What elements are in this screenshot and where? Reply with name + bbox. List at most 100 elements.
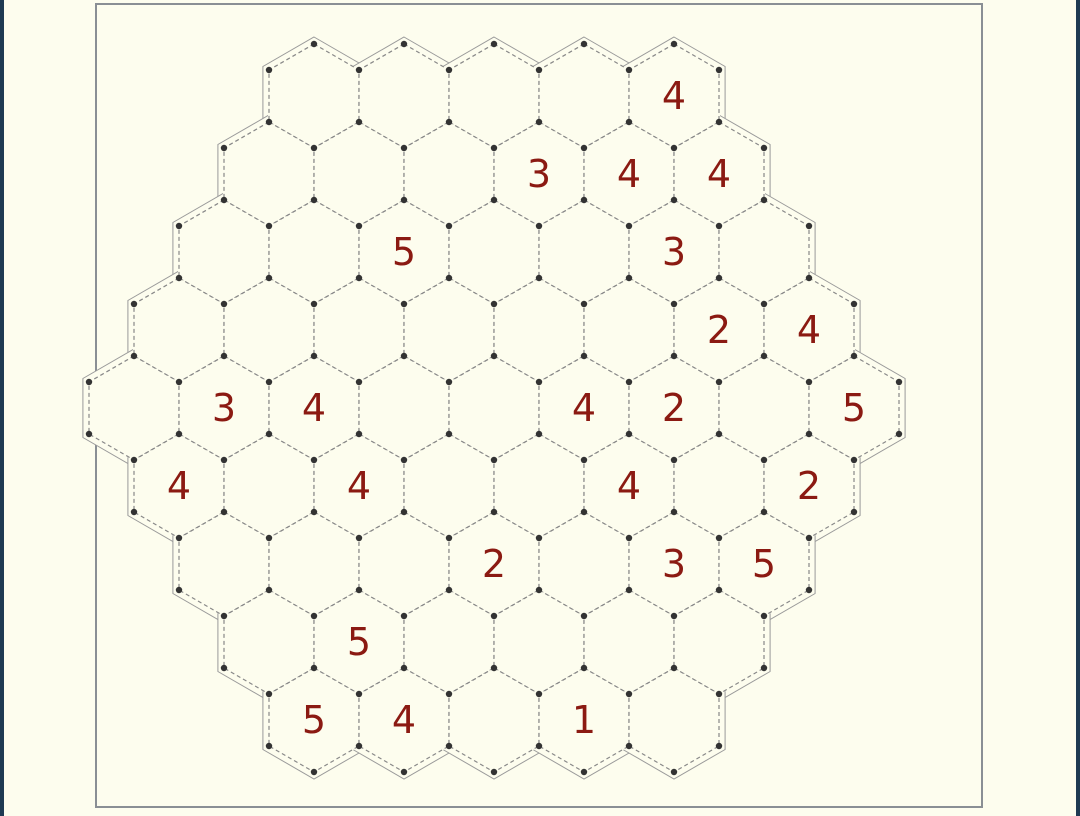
vertex-dot	[175, 430, 183, 438]
vertex-dot	[490, 508, 498, 516]
vertex-dot	[805, 586, 813, 594]
vertex-dot	[760, 612, 768, 620]
clue-number: 3	[212, 386, 236, 430]
vertex-dot	[220, 352, 228, 360]
vertex-dot	[355, 222, 363, 230]
clue-number: 4	[392, 698, 416, 742]
vertex-dot	[670, 612, 678, 620]
vertex-dot	[805, 274, 813, 282]
vertex-dot	[490, 456, 498, 464]
clue-number: 3	[527, 152, 551, 196]
vertex-dot	[220, 300, 228, 308]
vertex-dot	[130, 456, 138, 464]
vertex-dot	[175, 274, 183, 282]
vertex-dot	[175, 222, 183, 230]
vertex-dot	[715, 586, 723, 594]
vertex-dot	[535, 534, 543, 542]
vertex-dot	[355, 690, 363, 698]
vertex-dot	[535, 378, 543, 386]
vertex-dot	[265, 534, 273, 542]
vertex-dot	[715, 690, 723, 698]
vertex-dot	[265, 430, 273, 438]
vertex-dot	[490, 144, 498, 152]
vertex-dot	[220, 196, 228, 204]
vertex-dot	[760, 664, 768, 672]
vertex-dot	[895, 378, 903, 386]
vertex-dot	[580, 352, 588, 360]
vertex-dot	[220, 144, 228, 152]
vertex-dot	[355, 274, 363, 282]
vertex-dot	[130, 300, 138, 308]
vertex-dot	[850, 352, 858, 360]
vertex-dot	[175, 534, 183, 542]
vertex-dot	[175, 586, 183, 594]
vertex-dot	[355, 586, 363, 594]
vertex-dot	[760, 144, 768, 152]
clue-number: 3	[662, 542, 686, 586]
vertex-dot	[310, 508, 318, 516]
clue-number: 4	[617, 464, 641, 508]
clue-number: 2	[707, 308, 731, 352]
vertex-dot	[670, 144, 678, 152]
vertex-dot	[805, 222, 813, 230]
vertex-dot	[625, 378, 633, 386]
vertex-dot	[400, 508, 408, 516]
vertex-dot	[535, 118, 543, 126]
vertex-dot	[625, 222, 633, 230]
vertex-dot	[490, 300, 498, 308]
clue-number: 3	[662, 230, 686, 274]
vertex-dot	[490, 768, 498, 776]
clue-number: 5	[842, 386, 866, 430]
vertex-dot	[670, 456, 678, 464]
vertex-dot	[715, 118, 723, 126]
vertex-dots	[85, 40, 903, 776]
vertex-dot	[535, 274, 543, 282]
clue-number: 4	[302, 386, 326, 430]
vertex-dot	[355, 430, 363, 438]
vertex-dot	[625, 742, 633, 750]
vertex-dot	[535, 66, 543, 74]
vertex-dot	[400, 300, 408, 308]
vertex-dot	[400, 196, 408, 204]
clue-number: 5	[752, 542, 776, 586]
vertex-dot	[535, 222, 543, 230]
clue-number: 2	[662, 386, 686, 430]
vertex-dot	[400, 40, 408, 48]
vertex-dot	[760, 352, 768, 360]
clue-numbers: 43 4 45 32 43 4 4 2 54 4 4 22 3 555 4 1	[167, 74, 866, 742]
vertex-dot	[580, 196, 588, 204]
vertex-dot	[355, 534, 363, 542]
vertex-dot	[445, 66, 453, 74]
vertex-dot	[310, 40, 318, 48]
clue-number: 4	[662, 74, 686, 118]
vertex-dot	[535, 690, 543, 698]
vertex-dot	[715, 66, 723, 74]
clue-number: 4	[797, 308, 821, 352]
vertex-dot	[445, 430, 453, 438]
vertex-dot	[310, 352, 318, 360]
vertex-dot	[670, 196, 678, 204]
vertex-dot	[400, 664, 408, 672]
vertex-dot	[850, 508, 858, 516]
clue-number: 2	[482, 542, 506, 586]
vertex-dot	[535, 586, 543, 594]
vertex-dot	[445, 534, 453, 542]
vertex-dot	[400, 456, 408, 464]
vertex-dot	[625, 586, 633, 594]
vertex-dot	[580, 40, 588, 48]
vertex-dot	[265, 378, 273, 386]
vertex-dot	[490, 352, 498, 360]
vertex-dot	[400, 352, 408, 360]
vertex-dot	[535, 742, 543, 750]
vertex-dot	[220, 508, 228, 516]
vertex-dot	[760, 196, 768, 204]
vertex-dot	[265, 274, 273, 282]
vertex-dot	[355, 742, 363, 750]
vertex-dot	[670, 768, 678, 776]
vertex-dot	[625, 66, 633, 74]
vertex-dot	[580, 300, 588, 308]
vertex-dot	[310, 768, 318, 776]
clue-number: 5	[392, 230, 416, 274]
vertex-dot	[760, 300, 768, 308]
